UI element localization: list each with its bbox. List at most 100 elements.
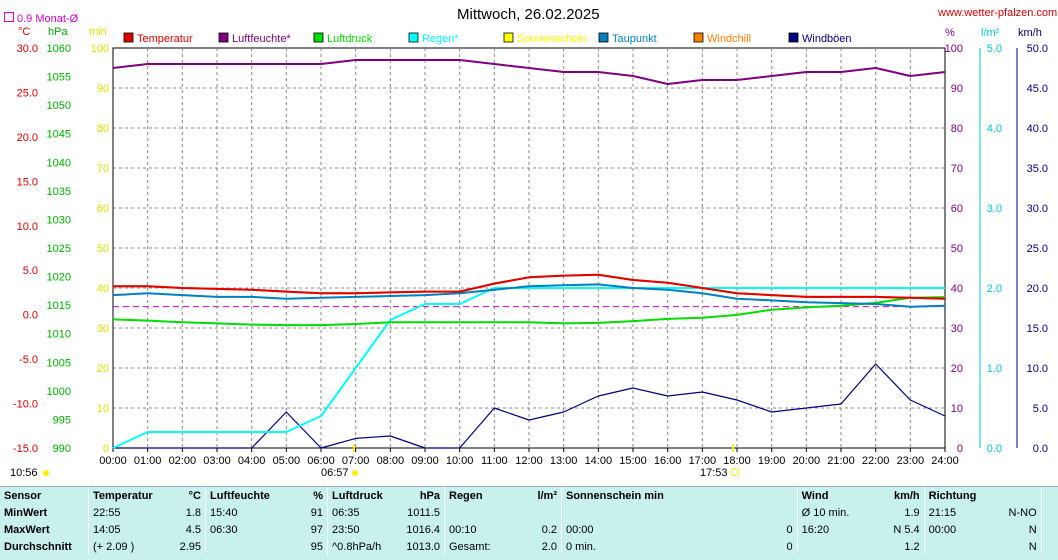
legend-label: Luftfeuchte* [232,33,291,45]
pressure-tick-label: 1025 [47,243,71,255]
daylength-text: 10:56 [10,467,38,479]
x-tick-label: 24:00 [931,455,959,467]
header-direction-spacer [993,487,1042,504]
legend-swatch [123,32,134,43]
humidity-tick-label: 20 [951,363,963,375]
sunshine-minutes-tick-label: 100 [91,43,109,55]
press-value: 1013.0 [406,540,440,553]
humidity-tick-label: 90 [951,83,963,95]
hum-value: 95 [310,540,323,553]
sunshine-minutes-tick-label: 50 [97,243,109,255]
humidity-tick-label: 80 [951,123,963,135]
pressure-tick-label: 995 [53,414,71,426]
legend-swatch [693,32,704,43]
row-filler [1040,504,1058,521]
legend-label: Sonnenschein [517,33,587,45]
rain-tick-label: 1.0 [987,363,1002,375]
temperature-tick-label: -10.0 [13,399,38,411]
header-pressure-unit: hPa [419,489,440,502]
humidity-tick-label: 50 [951,243,963,255]
sun-value: 0 [786,523,793,536]
wind-tick-label: 5.0 [1033,403,1048,415]
row-filler [1040,538,1058,555]
temperature-tick-label: 5.0 [23,265,38,277]
sunshine-minutes-tick-label: 30 [97,323,109,335]
wind-tick-label: 35.0 [1027,163,1048,175]
x-tick-label: 06:00 [307,455,335,467]
pressure-tick-label: 1020 [47,272,71,284]
monthly-average-text: 0.9 Monat-Ø [17,13,79,25]
pressure-tick-label: 1015 [47,300,71,312]
rain-tick-label: 4.0 [987,123,1002,135]
header-filler [1040,487,1058,504]
header-temperature-unit: °C [188,489,201,502]
pressure-tick-label: 1010 [47,329,71,341]
hum-time [205,538,289,555]
dir-value: N [1028,540,1037,553]
dir-time [923,538,993,555]
rain-value: 2.0 [541,540,557,553]
statistics-header-row: Sensor Temperatur °C Luftfeuchte % Luftd… [0,487,1058,504]
sunshine-minutes-tick-label: 70 [97,163,109,175]
sun-time [561,504,733,521]
humidity-tick-label: 30 [951,323,963,335]
x-tick-label: 19:00 [758,455,786,467]
rain-time [444,504,518,521]
x-tick-label: 01:00 [134,455,162,467]
humidity-tick-label: 40 [951,283,963,295]
x-tick-label: 08:00 [377,455,405,467]
header-sensor: Sensor [4,489,42,502]
sunrise-time: 06:57 [321,467,358,479]
sunset-time: 17:53 [700,467,739,479]
sunrise-icon [351,470,358,476]
wind-value: N 5.4 [893,523,920,536]
wind-unit-label: km/h [1018,27,1042,39]
site-link[interactable]: www.wetter-pfalzen.com [938,7,1058,19]
temp-time: (+ 2.09 ) [88,538,167,555]
dir-value: N [1028,523,1037,536]
temp-value: 4.5 [185,523,201,536]
header-wind-unit: km/h [893,489,920,502]
series-line-luftdruck [112,296,946,327]
row-filler [1040,521,1058,538]
dir-time: 00:00 [923,521,993,538]
statistics-table: Sensor Temperatur °C Luftfeuchte % Luftd… [0,487,1058,555]
row-label: Durchschnitt [4,540,72,553]
temperature-tick-label: 0.0 [23,310,38,322]
x-tick-label: 20:00 [793,455,821,467]
humidity-tick-label: 60 [951,203,963,215]
x-tick-label: 05:00 [273,455,301,467]
humidity-tick-label: 70 [951,163,963,175]
header-wind: Wind [796,487,876,504]
pressure-tick-label: 1055 [47,72,71,84]
row-label: MinWert [4,506,48,519]
hum-value: 91 [310,506,323,519]
sunshine-minutes-tick-label: 20 [97,363,109,375]
wind-time: 16:20 [796,521,876,538]
legend-swatch [313,32,324,43]
header-humidity-unit: % [313,489,323,502]
x-tick-label: 13:00 [550,455,578,467]
legend-swatch [788,32,799,43]
humidity-tick-label: 0 [957,443,963,455]
legend-swatch [408,32,419,43]
press-value: 1011.5 [407,506,440,519]
sunshine-minutes-tick-label: 80 [97,123,109,135]
wind-tick-label: 0.0 [1033,443,1048,455]
temperature-tick-label: 25.0 [17,87,38,99]
wind-time [796,538,876,555]
header-temperature: Temperatur [88,487,167,504]
temperature-tick-label: 10.0 [17,221,38,233]
x-tick-label: 11:00 [481,455,508,467]
dir-time: 21:15 [923,504,993,521]
rain-tick-label: 5.0 [987,43,1002,55]
dir-value: N-NO [1008,506,1037,519]
x-tick-label: 22:00 [862,455,890,467]
x-tick-label: 16:00 [654,455,682,467]
monthly-average-label: 0.9 Monat-Ø [4,12,78,25]
temperature-tick-label: 20.0 [17,132,38,144]
legend-label: Regen* [422,33,459,45]
sunshine-minutes-tick-label: 40 [97,283,109,295]
sunshine-minutes-tick-label: 10 [97,403,109,415]
pressure-tick-label: 1040 [47,157,71,169]
